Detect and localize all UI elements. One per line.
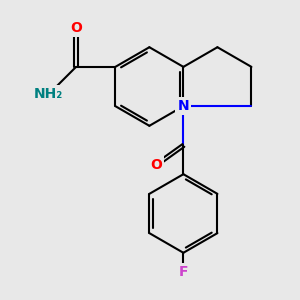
Text: NH₂: NH₂ xyxy=(34,87,63,101)
Text: N: N xyxy=(178,99,189,113)
Text: O: O xyxy=(70,21,82,34)
Text: F: F xyxy=(178,266,188,279)
Text: O: O xyxy=(150,158,162,172)
